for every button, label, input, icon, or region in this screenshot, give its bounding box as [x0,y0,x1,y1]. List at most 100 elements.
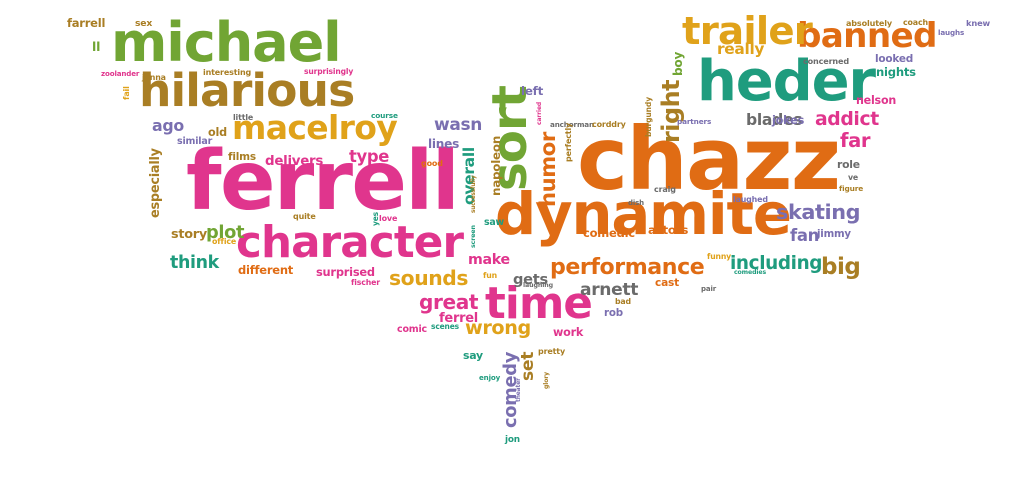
word-say: say [463,349,483,363]
word-fail: fail [122,86,131,100]
word-dish: dish [628,199,645,208]
word-jenna: jenna [142,73,166,83]
word-looked: looked [875,53,914,66]
word-little: little [233,113,254,123]
word-sex: sex [135,18,153,30]
word-including: including [730,252,823,274]
word-carried: carried [536,101,543,125]
word-laughed: laughed [733,195,768,205]
word-corddry: corddry [592,120,626,130]
word-make: make [468,251,510,268]
word-ve: ve [848,173,859,183]
word-pair: pair [701,285,717,294]
word-comic: comic [397,324,427,336]
word-wrong: wrong [465,316,531,340]
word-lines: lines [428,137,460,152]
word-left: left [521,84,544,99]
word-theater: theater [516,378,522,402]
word-time: time [485,278,593,329]
word-work: work [553,326,584,340]
word-successfully: successfully [471,175,477,213]
word-actors: actors [648,223,689,238]
word-absolutely: absolutely [846,18,892,29]
word-saw: saw [484,217,505,229]
word-knew: knew [966,18,991,29]
word-fan: fan [790,225,820,245]
word-farrell: farrell [67,16,106,31]
word-quite: quite [293,212,316,222]
word-burgundy: burgundy [644,96,653,137]
word-right: right [657,79,685,143]
word-hilarious: hilarious [139,64,355,118]
word-performance: performance [550,254,705,281]
word-laughs: laughs [938,28,965,38]
word-love: love [379,214,398,224]
word-good: good [421,159,443,169]
word-jon: jon [505,435,520,446]
word-laughing: laughing [523,282,554,290]
word-delivers: delivers [265,153,324,169]
word-cast: cast [655,277,679,290]
word-think: think [170,252,219,273]
word-gets: gets [513,270,548,288]
word-plot: plot [206,221,245,243]
word-set: set [518,351,538,381]
word-big: big [821,254,861,281]
word-coach: coach [903,18,928,28]
word-nights: nights [876,65,916,80]
word-surprised: surprised [316,265,375,280]
word-perfectly: perfectly [564,122,573,162]
word-rob: rob [604,307,623,320]
word-story: story [171,226,207,242]
word-sounds: sounds [389,266,469,291]
word-wasn: wasn [434,114,483,135]
word-films: films [228,151,256,164]
word-screen: screen [470,225,477,248]
word-type: type [349,146,390,166]
word-arnett: arnett [580,279,639,300]
word-surprisingly: surprisingly [304,67,354,77]
word-bad: bad [615,297,631,307]
word-far: far [840,129,871,153]
word-scenes: scenes [431,322,459,332]
word-enjoy: enjoy [479,373,501,383]
word-napoleon: napoleon [489,135,503,196]
word-chazz: chazz [577,110,841,211]
word-funny: funny [707,252,732,262]
word-different: different [238,263,294,278]
word-anchorman: anchorman [550,120,594,130]
word-trailer: trailer [682,8,813,54]
word-old: old [208,126,227,140]
word-heder: heder [697,48,876,114]
word-office: office [212,237,237,247]
word-skating: skating [776,200,861,225]
word-dynamite: dynamite [495,181,792,249]
word-especially: especially [148,148,163,218]
word-character: character [236,217,464,268]
word-similar: similar [177,136,213,148]
word-role: role [837,158,860,172]
word-banned: banned [797,16,937,57]
word-interesting: interesting [203,68,252,78]
word-concerned: concerned [803,56,849,67]
word-ferrel: ferrel [439,310,479,326]
word-zoolander: zoolander [101,69,140,79]
word-fun: fun [483,271,498,281]
word-nelson: nelson [856,94,897,108]
word-fischer: fischer [351,278,380,288]
word-addict: addict [815,109,879,131]
word-glory: glory [543,371,550,389]
word-jokes: jokes [772,114,805,128]
word-figure: figure [839,184,864,194]
word-michael: michael [111,10,342,74]
word-really: really [717,39,765,58]
word-humor: humor [535,132,560,207]
word-ago: ago [152,115,184,135]
word-ferrell: ferrell [186,134,460,230]
word-craig: craig [654,185,676,195]
word-macelroy: macelroy [232,108,398,148]
word-course: course [371,111,398,121]
word-boy: boy [671,51,685,76]
word-jimmy: jimmy [817,229,851,241]
